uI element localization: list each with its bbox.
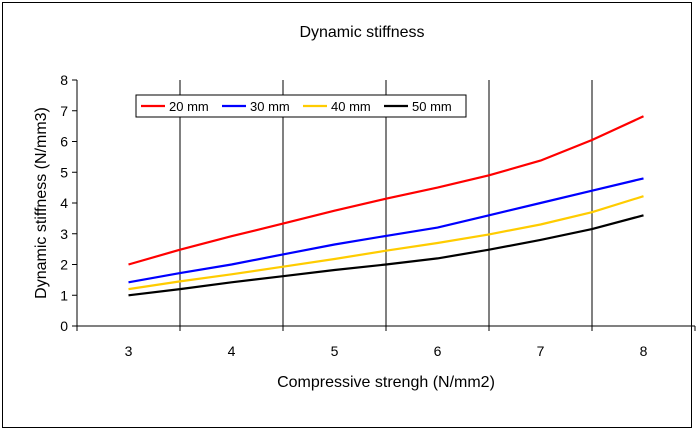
legend-label: 50 mm [412,99,452,114]
y-tick-label: 0 [60,318,68,334]
series-line-40-mm [128,195,644,291]
grid-lines [179,80,593,326]
series-line-20-mm [128,115,644,266]
y-tick-label: 5 [60,164,68,180]
y-tick-label: 8 [60,72,68,88]
series-lines [128,115,644,297]
legend-label: 40 mm [331,99,371,114]
y-tick-label: 2 [60,257,68,273]
series-line-30-mm [128,177,644,284]
y-tick-label: 6 [60,134,68,150]
y-tick-label: 4 [60,195,68,211]
x-tick-label: 8 [640,343,648,359]
x-tick-label: 5 [331,343,339,359]
chart-title: Dynamic stiffness [299,24,424,41]
y-tick-label: 1 [60,287,68,303]
legend-box [135,94,467,118]
legend: 20 mm 30 mm 40 mm 50 mm [135,94,467,118]
x-tick-label: 7 [537,343,545,359]
series-line-50-mm [128,214,644,297]
x-axis-label: Compressive strengh (N/mm2) [277,374,495,391]
x-tick-label: 3 [125,343,133,359]
x-tick-label: 4 [228,343,236,359]
y-tick-label: 7 [60,103,68,119]
y-axis-label: Dynamic stiffness (N/mm3) [33,107,50,299]
legend-label: 30 mm [250,99,290,114]
x-tick-label: 6 [434,343,442,359]
legend-label: 20 mm [169,99,209,114]
axes: 0 1 2 3 4 5 6 7 8 3 4 5 6 7 8 [60,72,696,359]
y-tick-label: 3 [60,226,68,242]
